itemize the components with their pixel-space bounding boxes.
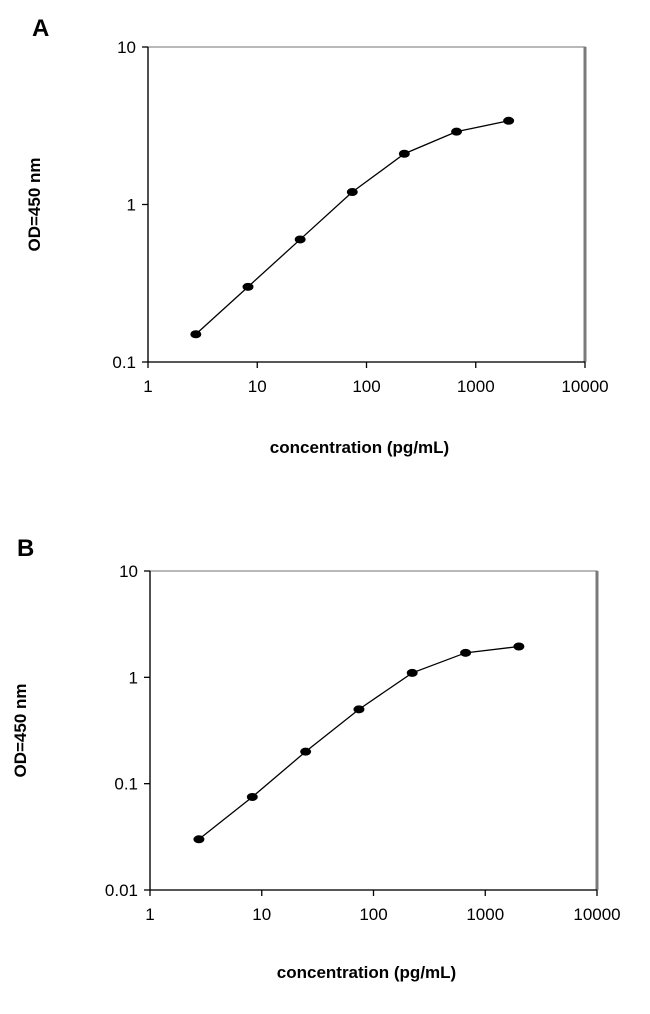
y-axis-title: OD=450 nm — [25, 157, 44, 251]
data-point — [353, 705, 365, 714]
plot-frame — [149, 570, 598, 891]
data-point — [242, 282, 254, 291]
data-point — [300, 747, 312, 756]
chart-panel-a: A 0.1 1 10 1 10 100 1000 10000 concentration (pg/… — [25, 15, 609, 457]
data-point — [513, 642, 525, 651]
x-tick-label: 1000 — [457, 377, 495, 396]
x-tick-label: 10000 — [561, 377, 608, 396]
x-tick-label: 10 — [248, 377, 267, 396]
y-tick-label: 1 — [127, 196, 136, 215]
x-tick-label: 10 — [252, 905, 271, 924]
panel-label: B — [17, 535, 34, 562]
x-tick-label: 100 — [359, 905, 387, 924]
series-line — [198, 645, 519, 840]
data-point — [294, 235, 306, 244]
x-tick-label: 1 — [145, 905, 154, 924]
panel-label: A — [32, 15, 49, 42]
x-tick-label: 1 — [143, 377, 152, 396]
plot-frame — [147, 46, 586, 363]
y-tick-label: 10 — [119, 562, 138, 581]
y-tick-label: 1 — [129, 668, 138, 687]
y-axis-title: OD=450 nm — [11, 683, 30, 777]
series-line — [195, 120, 509, 335]
data-point — [503, 116, 515, 125]
x-tick-label: 10000 — [573, 905, 620, 924]
data-point — [190, 330, 202, 339]
data-point — [398, 149, 410, 158]
data-point — [460, 648, 472, 657]
data-point — [451, 127, 463, 136]
data-point — [346, 188, 358, 197]
y-tick-label: 10 — [117, 38, 136, 57]
data-point — [193, 835, 205, 844]
y-tick-label: 0.1 — [112, 353, 136, 372]
x-axis-title: concentration (pg/mL) — [270, 438, 449, 457]
data-point — [246, 792, 258, 801]
x-tick-label: 100 — [352, 377, 380, 396]
x-axis-title: concentration (pg/mL) — [277, 963, 456, 982]
y-tick-label: 0.01 — [105, 881, 138, 900]
x-tick-label: 1000 — [466, 905, 504, 924]
y-tick-label: 0.1 — [114, 775, 138, 794]
data-point — [406, 668, 418, 677]
chart-panel-b: B 0.01 0.1 1 10 1 10 100 1000 10000 concentration … — [11, 535, 621, 982]
